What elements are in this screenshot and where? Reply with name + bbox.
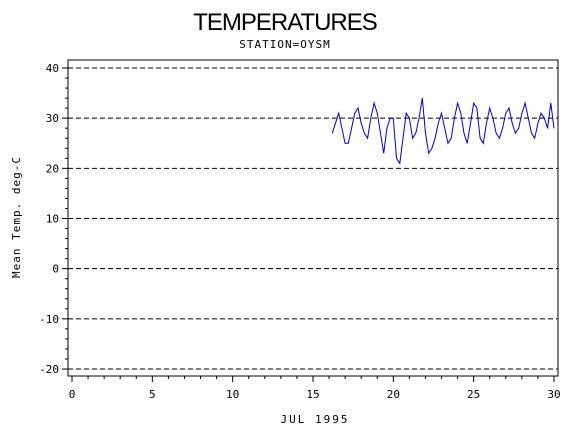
data-point (351, 127, 352, 129)
data-point (553, 127, 555, 129)
y-axis: 40 30 20 10 0 -10 -20 (39, 62, 68, 376)
data-point (380, 132, 381, 134)
data-point (418, 117, 420, 119)
x-tick-label: 5 (149, 388, 156, 401)
y-tick-label: 10 (46, 213, 59, 226)
data-point (364, 132, 365, 134)
data-point (505, 112, 507, 114)
data-point (441, 112, 442, 114)
data-point (428, 152, 430, 154)
data-point (527, 117, 529, 119)
data-point (415, 132, 417, 134)
data-point (457, 102, 458, 104)
data-point (425, 132, 426, 134)
data-point (466, 142, 468, 144)
data-point (341, 127, 343, 129)
data-point (453, 117, 455, 119)
data-point (470, 122, 471, 124)
y-tick-label: 0 (52, 263, 59, 276)
data-point (431, 147, 433, 149)
data-point (405, 112, 407, 114)
y-axis-label: Mean Temp. deg-C (10, 156, 23, 278)
y-tick-label: 30 (46, 112, 59, 125)
data-point (473, 102, 475, 104)
y-tick-label: 40 (46, 62, 59, 75)
data-point (412, 137, 414, 139)
data-point (376, 112, 378, 114)
data-point (450, 137, 452, 139)
data-point (338, 112, 340, 114)
data-point (537, 122, 539, 124)
x-tick-label: 20 (387, 388, 400, 401)
data-point (354, 112, 356, 114)
data-point (534, 137, 536, 139)
data-point (383, 152, 385, 154)
data-point (335, 122, 336, 124)
data-point (489, 107, 491, 109)
data-point (360, 122, 362, 124)
data-point (402, 137, 404, 139)
chart-subtitle: STATION=OYSM (239, 38, 330, 51)
data-point (521, 112, 523, 114)
data-point (476, 107, 478, 109)
series-layer (331, 97, 555, 165)
data-point (389, 117, 391, 119)
data-point (463, 132, 465, 134)
y-tick-label: 20 (46, 162, 59, 175)
data-point (486, 122, 487, 124)
x-axis: 0 5 10 15 20 25 30 (69, 376, 561, 401)
data-point (392, 117, 394, 119)
y-tick-label: -10 (39, 313, 59, 326)
x-tick-label: 30 (547, 388, 560, 401)
chart-title: TEMPERATURES (193, 9, 377, 36)
data-point (540, 112, 542, 114)
data-point (479, 137, 481, 139)
data-point (502, 127, 503, 129)
data-point (396, 157, 397, 159)
data-point (543, 117, 545, 119)
x-tick-label: 15 (306, 388, 319, 401)
data-point (531, 132, 532, 134)
data-point (347, 142, 349, 144)
data-point (434, 137, 436, 139)
x-tick-label: 0 (69, 388, 76, 401)
gridlines (68, 67, 558, 370)
data-point (508, 107, 510, 109)
data-point (357, 107, 359, 109)
data-point (492, 117, 494, 119)
x-tick-label: 25 (467, 388, 480, 401)
series-line (331, 98, 555, 165)
data-point (524, 102, 526, 104)
data-point (437, 122, 439, 124)
data-point (518, 127, 520, 129)
data-point (344, 142, 346, 144)
data-point (550, 102, 552, 104)
data-point (370, 117, 372, 119)
data-point (421, 97, 423, 99)
data-point (460, 112, 462, 114)
x-tick-label: 10 (226, 388, 239, 401)
data-point (331, 132, 333, 134)
data-point (367, 137, 369, 139)
data-point (515, 132, 516, 134)
data-point (399, 162, 401, 164)
data-point (409, 117, 410, 119)
y-tick-label: -20 (39, 363, 59, 376)
data-point (482, 142, 484, 144)
data-point (447, 142, 449, 144)
data-point (547, 127, 548, 129)
x-axis-label: JUL 1995 (281, 413, 350, 426)
data-point (495, 132, 497, 134)
data-point (498, 137, 500, 139)
data-point (444, 127, 446, 129)
data-point (511, 122, 513, 124)
data-point (373, 102, 375, 104)
data-point (386, 127, 388, 129)
